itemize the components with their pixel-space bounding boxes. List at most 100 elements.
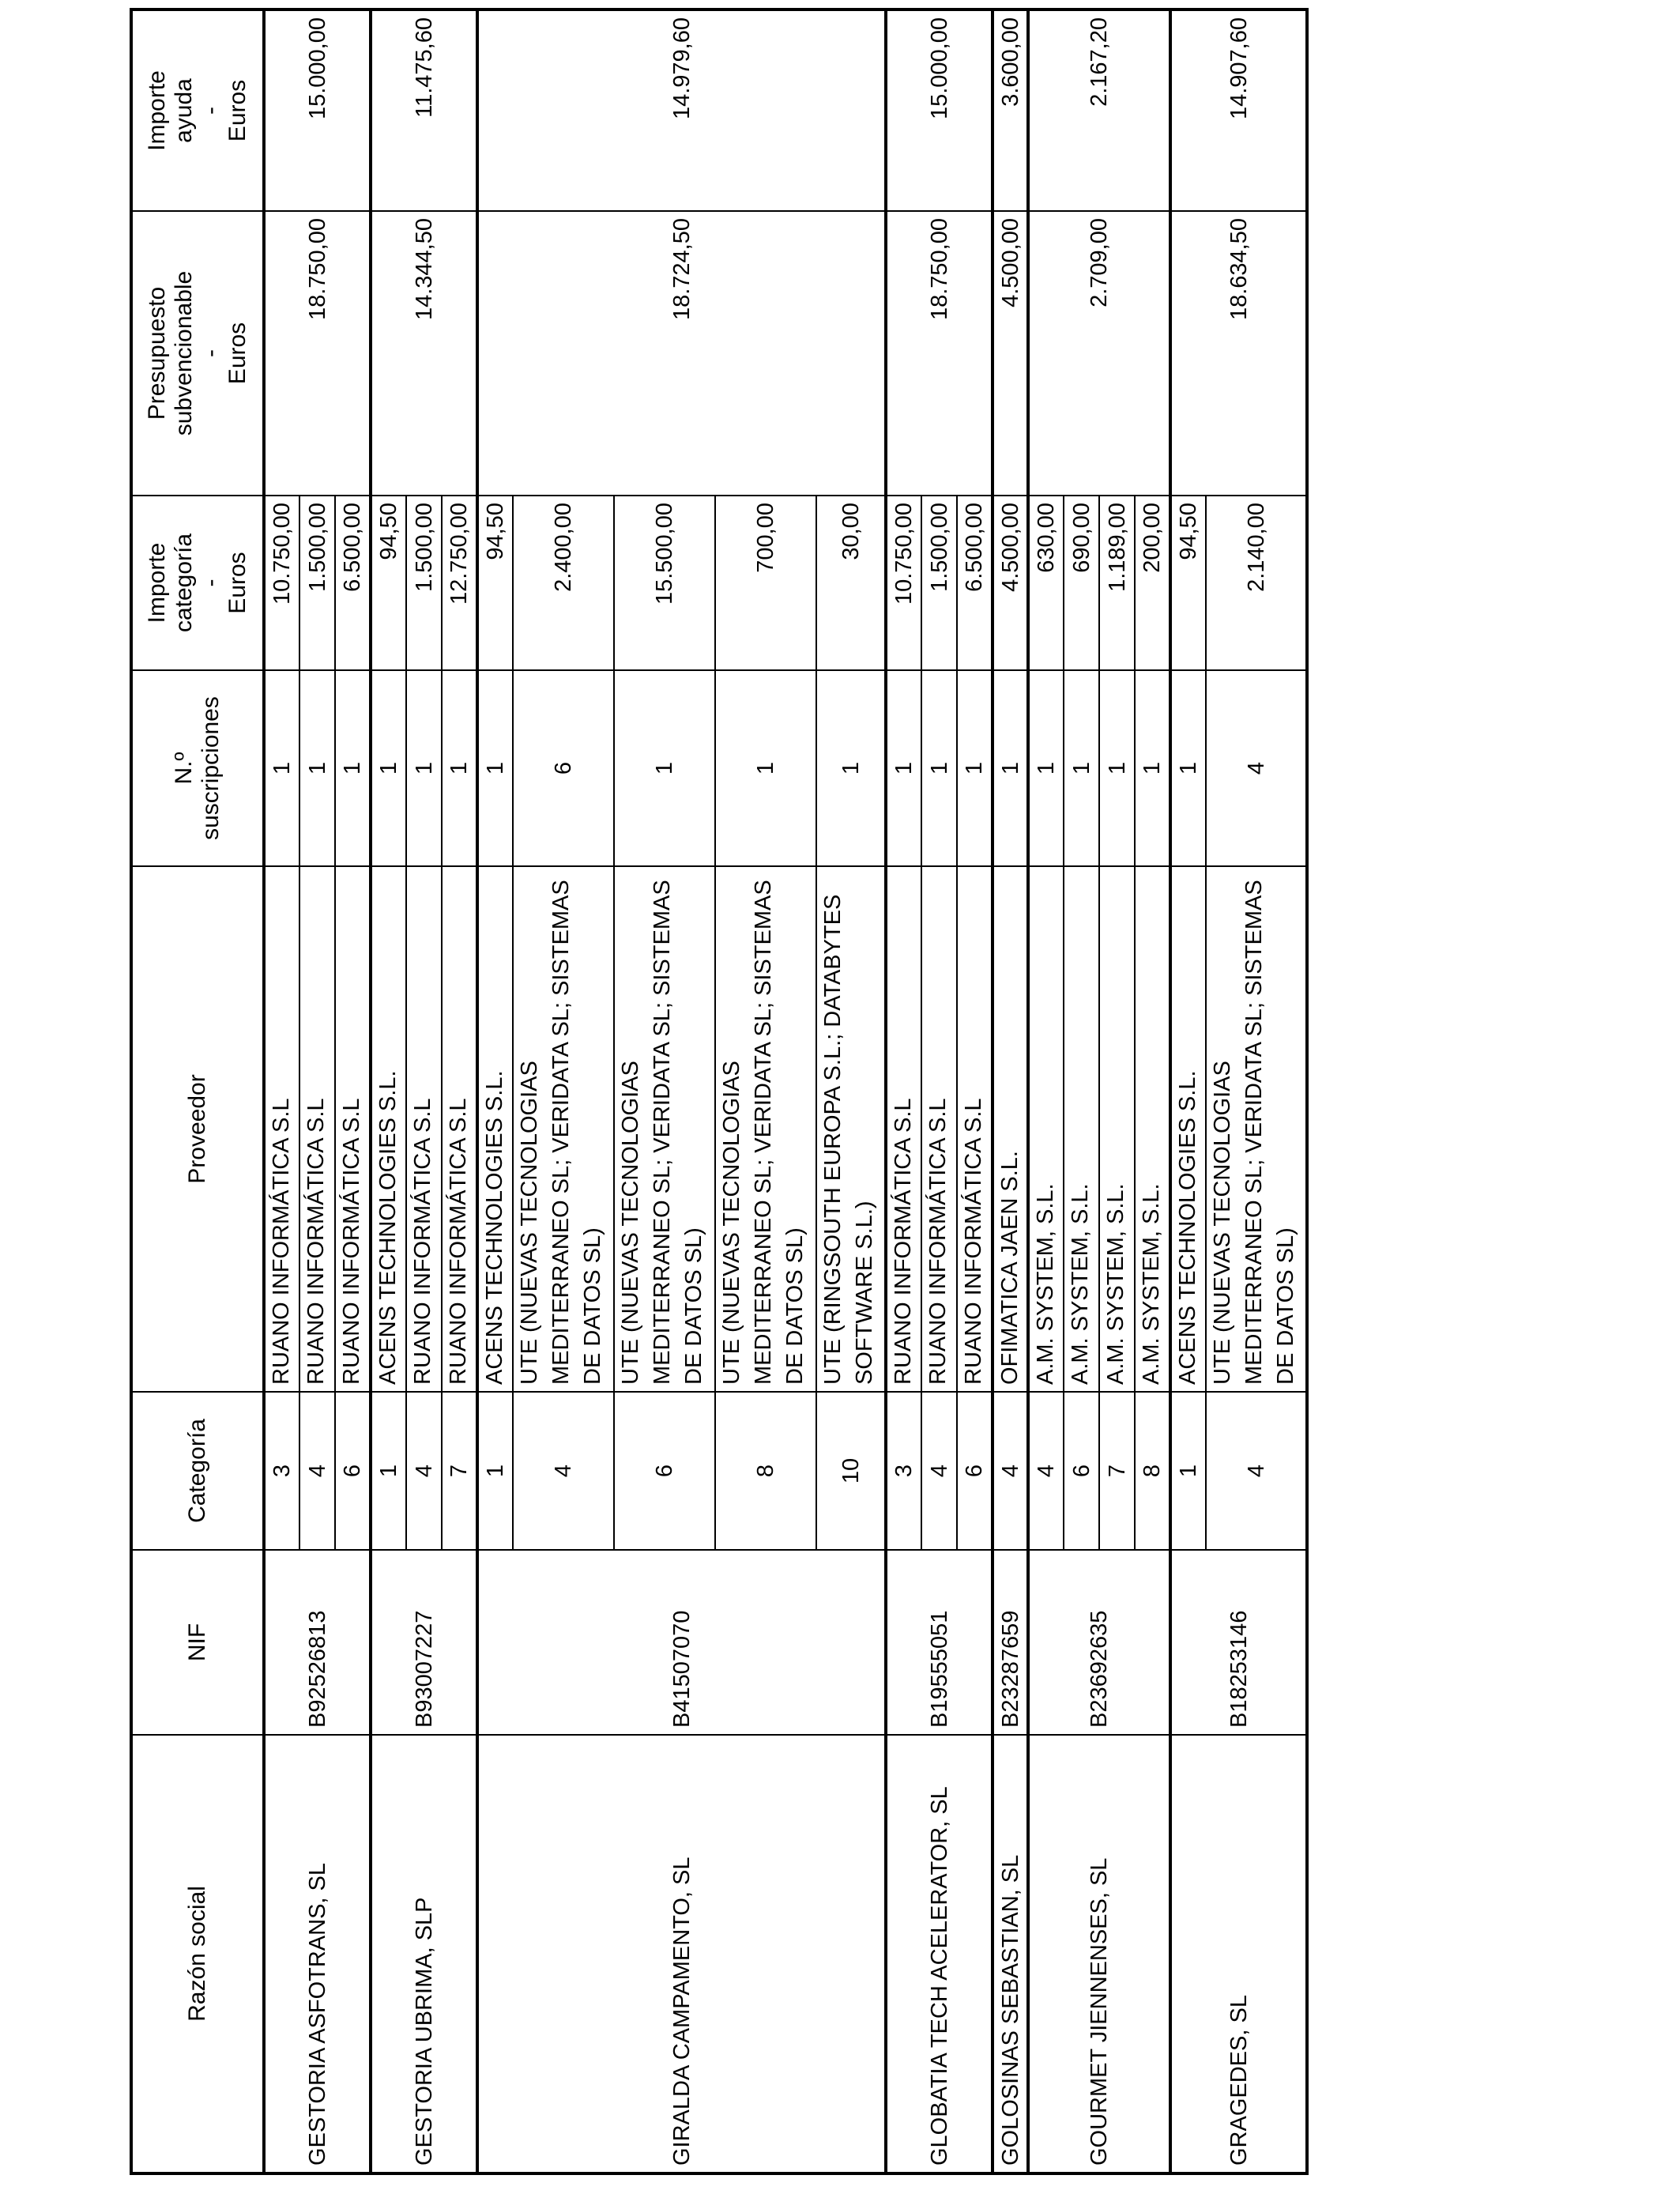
razon-social-cell: GLOBATIA TECH ACELERATOR, SL bbox=[886, 1735, 993, 2173]
header-line: - bbox=[198, 579, 224, 587]
importe-ayuda-cell: 14.979,60 bbox=[477, 9, 886, 211]
proveedor-cell: UTE (NUEVAS TECNOLOGIAS MEDITERRANEO SL;… bbox=[1206, 866, 1307, 1392]
proveedor-cell: ACENS TECHNOLOGIES S.L. bbox=[371, 866, 406, 1392]
header-proveedor: Proveedor bbox=[131, 866, 264, 1392]
header-line: N.º bbox=[171, 752, 197, 785]
importe-categoria-cell: 30,00 bbox=[816, 496, 886, 670]
presupuesto-cell: 14.344,50 bbox=[371, 211, 477, 496]
proveedor-cell: UTE (RINGSOUTH EUROPA S.L.; DATABYTES SO… bbox=[816, 866, 886, 1392]
proveedor-cell: RUANO INFORMÁTICA S.L bbox=[442, 866, 477, 1392]
proveedor-cell: RUANO INFORMÁTICA S.L bbox=[886, 866, 921, 1392]
suscripciones-cell: 1 bbox=[715, 670, 816, 866]
importe-categoria-cell: 15.500,00 bbox=[614, 496, 715, 670]
proveedor-cell: UTE (NUEVAS TECNOLOGIAS MEDITERRANEO SL;… bbox=[513, 866, 614, 1392]
header-line: Presupuesto bbox=[144, 286, 170, 420]
importe-categoria-cell: 690,00 bbox=[1064, 496, 1099, 670]
categoria-cell: 6 bbox=[335, 1392, 371, 1550]
suscripciones-cell: 1 bbox=[957, 670, 993, 866]
table-body: GESTORIA ASFOTRANS, SL B92526813 3 RUANO IN… bbox=[264, 9, 1307, 2173]
table-row: GLOBATIA TECH ACELERATOR, SL B19555051 3 RU… bbox=[886, 9, 993, 2173]
presupuesto-cell: 18.750,00 bbox=[886, 211, 993, 496]
proveedor-cell: RUANO INFORMÁTICA S.L bbox=[335, 866, 371, 1392]
proveedor-cell: UTE (NUEVAS TECNOLOGIAS MEDITERRANEO SL;… bbox=[715, 866, 816, 1392]
importe-categoria-cell: 6.500,00 bbox=[335, 496, 371, 670]
categoria-cell: 6 bbox=[957, 1392, 993, 1550]
proveedor-cell: UTE (NUEVAS TECNOLOGIAS MEDITERRANEO SL;… bbox=[614, 866, 715, 1392]
header-line: Euros bbox=[224, 552, 250, 614]
importe-categoria-cell: 200,00 bbox=[1135, 496, 1170, 670]
suscripciones-cell: 1 bbox=[406, 670, 442, 866]
presupuesto-cell: 4.500,00 bbox=[993, 211, 1028, 496]
categoria-cell: 4 bbox=[1028, 1392, 1064, 1550]
razon-social-cell: GOURMET JIENNENSES, SL bbox=[1028, 1735, 1170, 2173]
header-nif: NIF bbox=[131, 1550, 264, 1735]
suscripciones-cell: 1 bbox=[886, 670, 921, 866]
suscripciones-cell: 1 bbox=[614, 670, 715, 866]
header-importe-categoria: Importe categoría - Euros bbox=[131, 496, 264, 670]
razon-social-cell: GOLOSINAS SEBASTIAN, SL bbox=[993, 1735, 1028, 2173]
header-razon-social: Razón social bbox=[131, 1735, 264, 2173]
suscripciones-cell: 1 bbox=[299, 670, 335, 866]
proveedor-cell: OFIMATICA JAEN S.L. bbox=[993, 866, 1028, 1392]
presupuesto-cell: 18.724,50 bbox=[477, 211, 886, 496]
importe-categoria-cell: 1.189,00 bbox=[1099, 496, 1135, 670]
categoria-cell: 6 bbox=[614, 1392, 715, 1550]
razon-social-cell: GESTORIA ASFOTRANS, SL bbox=[264, 1735, 371, 2173]
suscripciones-cell: 1 bbox=[816, 670, 886, 866]
importe-categoria-cell: 1.500,00 bbox=[299, 496, 335, 670]
importe-ayuda-cell: 15.000,00 bbox=[886, 9, 993, 211]
proveedor-cell: RUANO INFORMÁTICA S.L bbox=[264, 866, 299, 1392]
categoria-cell: 6 bbox=[1064, 1392, 1099, 1550]
proveedor-cell: RUANO INFORMÁTICA S.L bbox=[406, 866, 442, 1392]
proveedor-cell: A.M. SYSTEM, S.L. bbox=[1064, 866, 1099, 1392]
header-row: Razón social NIF Categoría Proveedor N.º… bbox=[131, 9, 264, 2173]
nif-cell: B41507070 bbox=[477, 1550, 886, 1735]
header-line: Euros bbox=[224, 322, 250, 385]
rotated-table-page: Razón social NIF Categoría Proveedor N.º… bbox=[130, 8, 1309, 2175]
importe-categoria-cell: 1.500,00 bbox=[406, 496, 442, 670]
table-row: GOLOSINAS SEBASTIAN, SL B23287659 4 OFIMATI… bbox=[993, 9, 1028, 2173]
importe-ayuda-cell: 2.167,20 bbox=[1028, 9, 1170, 211]
categoria-cell: 1 bbox=[1170, 1392, 1206, 1550]
suscripciones-cell: 1 bbox=[1064, 670, 1099, 866]
table-row: GESTORIA UBRIMA, SLP B93007227 1 ACENS TECH… bbox=[371, 9, 477, 2173]
nif-cell: B93007227 bbox=[371, 1550, 477, 1735]
nif-cell: B23287659 bbox=[993, 1550, 1028, 1735]
razon-social-cell: GESTORIA UBRIMA, SLP bbox=[371, 1735, 477, 2173]
header-line: subvencionable bbox=[171, 270, 197, 436]
proveedor-cell: RUANO INFORMÁTICA S.L bbox=[299, 866, 335, 1392]
suscripciones-cell: 1 bbox=[477, 670, 513, 866]
suscripciones-cell: 1 bbox=[1028, 670, 1064, 866]
table-row: GIRALDA CAMPAMENTO, SL B41507070 1 ACENS TE… bbox=[477, 9, 886, 2173]
proveedor-cell: A.M. SYSTEM, S.L. bbox=[1028, 866, 1064, 1392]
presupuesto-cell: 18.750,00 bbox=[264, 211, 371, 496]
suscripciones-cell: 4 bbox=[1206, 670, 1307, 866]
suscripciones-cell: 1 bbox=[335, 670, 371, 866]
razon-social-cell: GIRALDA CAMPAMENTO, SL bbox=[477, 1735, 886, 2173]
nif-cell: B23692635 bbox=[1028, 1550, 1170, 1735]
presupuesto-cell: 2.709,00 bbox=[1028, 211, 1170, 496]
importe-categoria-cell: 12.750,00 bbox=[442, 496, 477, 670]
grants-table: Razón social NIF Categoría Proveedor N.º… bbox=[130, 8, 1309, 2175]
header-suscripciones: N.º suscripciones bbox=[131, 670, 264, 866]
categoria-cell: 3 bbox=[264, 1392, 299, 1550]
header-line: - bbox=[198, 107, 224, 115]
categoria-cell: 8 bbox=[715, 1392, 816, 1550]
suscripciones-cell: 1 bbox=[921, 670, 957, 866]
suscripciones-cell: 1 bbox=[1170, 670, 1206, 866]
importe-categoria-cell: 2.140,00 bbox=[1206, 496, 1307, 670]
nif-cell: B19555051 bbox=[886, 1550, 993, 1735]
header-line: Euros bbox=[224, 79, 250, 142]
proveedor-cell: ACENS TECHNOLOGIES S.L. bbox=[477, 866, 513, 1392]
importe-categoria-cell: 10.750,00 bbox=[886, 496, 921, 670]
importe-categoria-cell: 10.750,00 bbox=[264, 496, 299, 670]
presupuesto-cell: 18.634,50 bbox=[1170, 211, 1307, 496]
header-line: Importe bbox=[144, 70, 170, 151]
proveedor-cell: A.M. SYSTEM, S.L. bbox=[1135, 866, 1170, 1392]
suscripciones-cell: 1 bbox=[1099, 670, 1135, 866]
table-row: GESTORIA ASFOTRANS, SL B92526813 3 RUANO IN… bbox=[264, 9, 371, 2173]
suscripciones-cell: 1 bbox=[993, 670, 1028, 866]
importe-ayuda-cell: 14.907,60 bbox=[1170, 9, 1307, 211]
importe-ayuda-cell: 15.000,00 bbox=[264, 9, 371, 211]
header-line: categoría bbox=[171, 533, 197, 633]
